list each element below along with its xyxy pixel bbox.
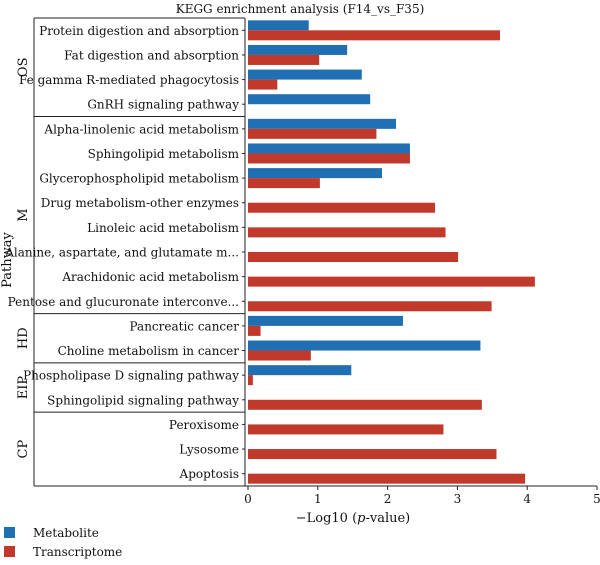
category-label: GnRH signaling pathway	[87, 98, 239, 112]
metabolite-bar	[248, 44, 348, 55]
metabolite-bar	[248, 118, 396, 129]
legend-label-metabolite: Metabolite	[33, 526, 99, 540]
transcriptome-bar	[248, 301, 492, 312]
category-label: Alpha-linolenic acid metabolism	[43, 122, 239, 136]
category-label: Protein digestion and absorption	[39, 24, 239, 38]
transcriptome-bar	[248, 227, 446, 238]
transcriptome-bar	[248, 325, 261, 336]
transcriptome-bar	[248, 30, 500, 41]
category-label: Phospholipase D signaling pathway	[23, 369, 239, 383]
metabolite-bar	[248, 143, 410, 154]
category-label: Pancreatic cancer	[130, 319, 240, 333]
x-tick-label: 4	[523, 492, 531, 506]
legend: Metabolite Transcriptome	[4, 526, 122, 559]
transcriptome-bar	[248, 202, 436, 213]
metabolite-bar	[248, 365, 352, 376]
legend-label-transcriptome: Transcriptome	[33, 545, 122, 559]
category-label: Drug metabolism-other enzymes	[41, 196, 239, 210]
metabolite-bar	[248, 315, 403, 326]
category-label: Alanine, aspartate, and glutamate m...	[4, 246, 239, 260]
transcriptome-bar	[248, 350, 311, 361]
x-tick-label: 1	[314, 492, 322, 506]
category-label: Sphingolipid metabolism	[88, 147, 240, 161]
category-label: Fat digestion and absorption	[64, 48, 239, 62]
category-label: Glycerophospholipid metabolism	[39, 172, 239, 186]
group-label: CP	[16, 440, 31, 459]
x-tick-label: 3	[454, 492, 462, 506]
group-label: HD	[16, 327, 31, 349]
x-tick-label: 2	[384, 492, 392, 506]
legend-swatch-transcriptome	[4, 546, 15, 557]
group-label: EIP	[16, 376, 31, 400]
metabolite-bar	[248, 340, 481, 351]
legend-swatch-metabolite	[4, 527, 15, 538]
category-label: Lysosome	[179, 443, 239, 457]
transcriptome-bar	[248, 399, 482, 410]
transcriptome-bar	[248, 276, 535, 287]
transcriptome-bar	[248, 449, 497, 460]
transcriptome-bar	[248, 473, 526, 484]
chart-title: KEGG enrichment analysis (F14_vs_F35)	[176, 2, 425, 16]
y-axis-label: Pathway	[0, 231, 15, 287]
metabolite-bar	[248, 20, 309, 31]
transcriptome-bar	[248, 375, 253, 386]
transcriptome-bar	[248, 128, 377, 139]
transcriptome-bar	[248, 178, 320, 189]
metabolite-bar	[248, 168, 383, 179]
category-label: Choline metabolism in cancer	[58, 344, 240, 358]
transcriptome-bar	[248, 54, 320, 65]
transcriptome-bar	[248, 424, 444, 435]
category-label: Sphingolipid signaling pathway	[47, 393, 239, 407]
x-tick-label: 5	[593, 492, 600, 506]
transcriptome-bar	[248, 252, 459, 262]
group-label: OS	[16, 58, 31, 78]
x-tick-label: 0	[244, 492, 252, 506]
category-label: Pentose and glucuronate interconve...	[8, 295, 239, 309]
metabolite-bar	[248, 69, 362, 80]
x-axis-label: −Log10 (p-value)	[296, 511, 411, 526]
category-label: Fe gamma R-mediated phagocytosis	[19, 73, 239, 87]
transcriptome-bar	[248, 153, 410, 164]
category-label: Arachidonic acid metabolism	[61, 270, 239, 284]
metabolite-bar	[248, 94, 371, 105]
transcriptome-bar	[248, 79, 278, 90]
category-label: Linoleic acid metabolism	[87, 221, 239, 235]
category-label: Apoptosis	[179, 467, 239, 481]
category-label: Peroxisome	[169, 418, 239, 432]
group-label: M	[16, 208, 31, 221]
